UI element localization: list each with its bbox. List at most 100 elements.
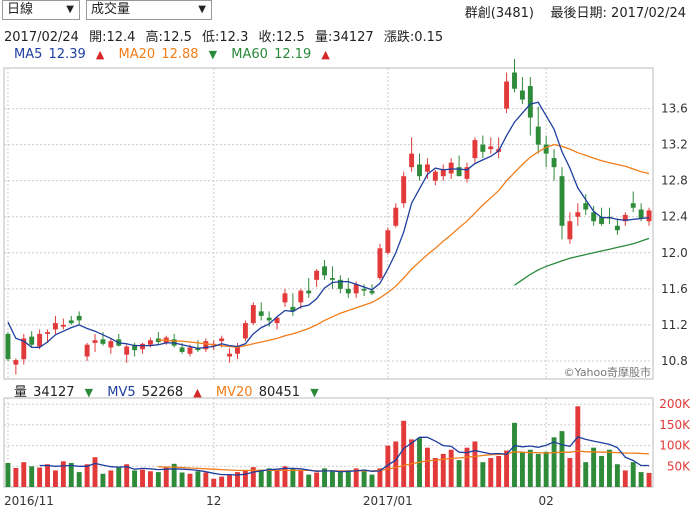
volume-bar — [345, 470, 351, 487]
volume-bar — [559, 431, 565, 487]
volume-bar — [76, 472, 82, 487]
ma60-line — [514, 237, 650, 286]
volume-bar — [84, 464, 90, 487]
volume-bar — [298, 470, 304, 487]
volume-bar — [464, 447, 470, 487]
volume-bar — [322, 468, 327, 487]
candle-body — [13, 360, 19, 365]
volume-legend: 量 34127 ▼ MV5 52268 ▲ MV20 80451 ▼ — [14, 381, 329, 400]
x-tick-label: 2017/01 — [363, 494, 413, 508]
ma20-arrow-icon: ▼ — [208, 48, 218, 61]
candle-body — [298, 290, 304, 303]
candle-body — [401, 176, 407, 204]
price-tick-label: 12.8 — [661, 174, 688, 188]
volume-bar — [622, 470, 628, 487]
ma5-line — [7, 101, 650, 350]
quote-date: 2017/02/24 — [4, 30, 79, 45]
chevron-down-icon: ▼ — [198, 4, 206, 15]
volume-bar — [630, 462, 636, 487]
volume-bar — [258, 469, 264, 487]
candle-body — [575, 212, 581, 217]
candle-body — [567, 221, 573, 240]
volume-bar — [290, 468, 296, 487]
volume-tick-label: 150K — [659, 418, 691, 432]
volume-bar — [512, 422, 517, 487]
quote-open: 開:12.4 — [89, 30, 136, 45]
candle-body — [369, 290, 375, 294]
candle-body — [187, 347, 193, 354]
candle-body — [448, 162, 454, 174]
mv5-line — [39, 436, 649, 476]
ma60-label: MA60 — [231, 47, 268, 62]
candle-body — [472, 140, 478, 159]
candle-body — [377, 248, 383, 279]
candle-body — [235, 346, 240, 354]
candle-body — [84, 344, 90, 357]
mv20-value: 80451 — [258, 385, 301, 400]
candle-body — [258, 311, 264, 316]
volume-bar — [448, 449, 454, 487]
volume-bar — [314, 472, 320, 487]
indicator-select[interactable]: 成交量 ▼ — [86, 0, 212, 20]
candle-body — [543, 144, 549, 154]
volume-bar — [92, 457, 98, 487]
candle-body — [92, 340, 98, 343]
volume-bar — [330, 471, 335, 487]
candle-body — [512, 72, 517, 89]
candle-body — [337, 279, 343, 289]
candle-body — [630, 203, 636, 208]
candle-body — [147, 340, 153, 345]
volume-bar — [599, 455, 605, 487]
volume-bar — [60, 461, 66, 487]
volume-bar — [235, 472, 240, 487]
period-select[interactable]: 日線 ▼ — [2, 0, 80, 20]
candle-body — [242, 323, 248, 339]
candle-body — [100, 339, 106, 344]
ma60-arrow-icon: ▲ — [321, 48, 330, 61]
volume-bar — [155, 472, 161, 487]
volume-bar — [29, 466, 35, 487]
ma-legend: MA5 12.39 ▲ MA20 12.88 ▼ MA60 12.19 ▲ — [14, 47, 340, 62]
candle-body — [440, 168, 446, 177]
chevron-down-icon: ▼ — [66, 4, 74, 15]
volume-bar — [535, 453, 541, 487]
candle-body — [393, 207, 399, 226]
candle-body — [488, 146, 494, 150]
vol-value: 34127 — [33, 385, 75, 400]
candle-body — [322, 266, 327, 276]
x-tick-label: 02 — [539, 494, 554, 508]
vol-label: 量 — [14, 385, 28, 400]
candle-body — [76, 315, 82, 321]
volume-bar — [179, 472, 185, 487]
volume-bar — [377, 468, 383, 487]
candle-body — [227, 353, 233, 357]
volume-bar — [519, 451, 525, 487]
mv20-line — [158, 450, 650, 472]
volume-bar — [551, 437, 557, 487]
candle-body — [290, 306, 296, 312]
volume-panel-frame — [3, 397, 654, 488]
volume-bar — [124, 464, 130, 487]
volume-bar — [607, 449, 612, 487]
candle-body — [591, 212, 597, 222]
candle-body — [60, 324, 66, 327]
candle-body — [614, 225, 620, 231]
candle-body — [45, 332, 50, 334]
price-tick-label: 13.6 — [661, 102, 688, 116]
candle-body — [464, 167, 470, 179]
volume-bar — [5, 462, 11, 487]
volume-bar — [583, 462, 589, 487]
candle-body — [5, 333, 11, 360]
candle-body — [424, 164, 430, 172]
volume-bar — [45, 464, 50, 487]
candle-body — [219, 338, 225, 342]
volume-bar — [116, 467, 122, 487]
period-select-value: 日線 — [7, 2, 34, 17]
mv5-value: 52268 — [141, 385, 184, 400]
quote-volume: 量:34127 — [314, 30, 374, 45]
indicator-select-value: 成交量 — [91, 2, 131, 17]
volume-bar — [527, 449, 533, 487]
quote-row: 2017/02/24 開:12.4 高:12.5 低:12.3 收:12.5 量… — [4, 26, 449, 45]
mv5-label: MV5 — [107, 385, 136, 400]
